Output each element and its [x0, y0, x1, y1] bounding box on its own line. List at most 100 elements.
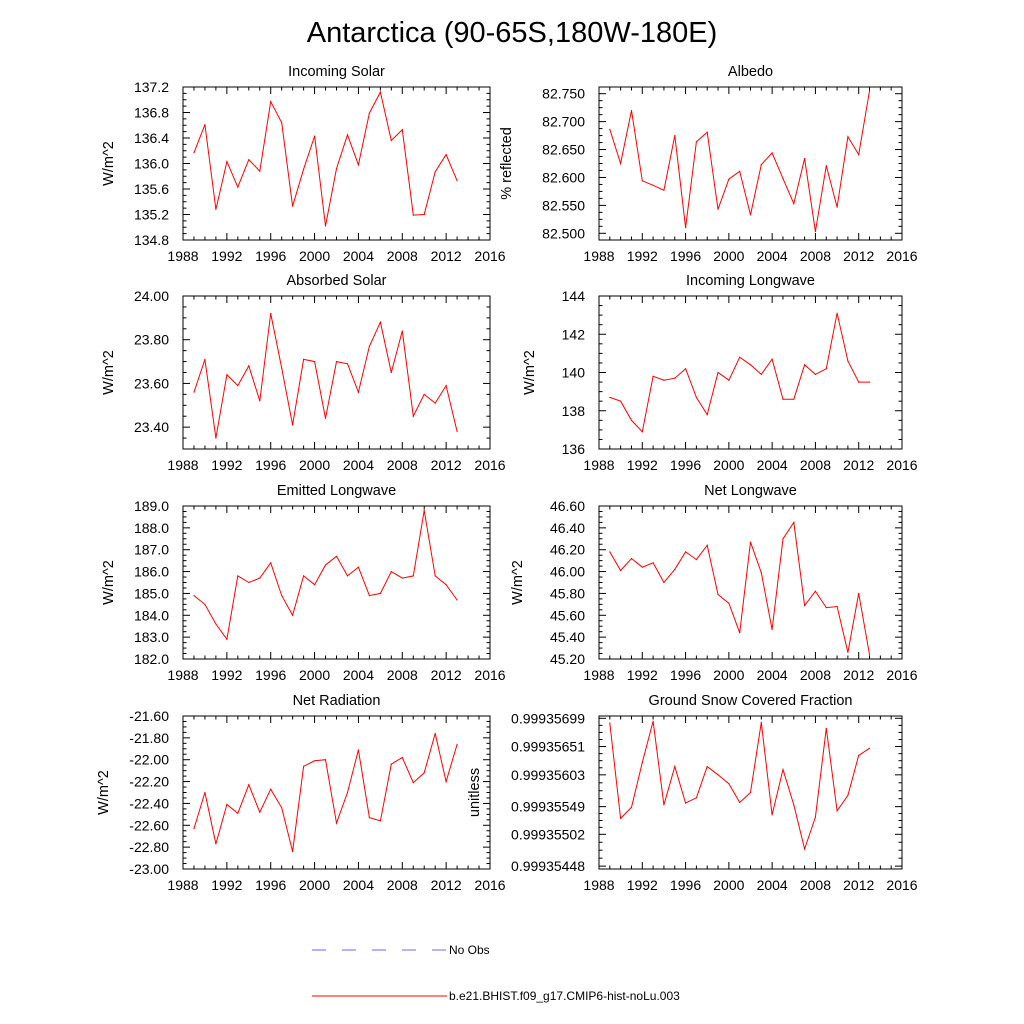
data-point [226, 374, 228, 376]
data-point [760, 721, 762, 724]
x-tick-label: 2012 [843, 248, 874, 264]
data-point [620, 162, 622, 165]
y-tick-label: 140 [562, 365, 586, 381]
data-point [346, 791, 349, 794]
data-point [303, 168, 305, 170]
x-tick-label: 1996 [670, 248, 701, 264]
panel-title: Incoming Longwave [686, 273, 815, 289]
data-point [303, 575, 305, 577]
x-tick-label: 2008 [800, 877, 831, 893]
data-point [641, 180, 643, 182]
y-axis-label: W/m^2 [101, 350, 117, 395]
x-tick-label: 1992 [211, 877, 242, 893]
x-tick-label: 1996 [255, 457, 286, 473]
data-point [237, 385, 239, 387]
data-point [423, 393, 425, 395]
data-point [858, 381, 860, 383]
data-point [335, 168, 338, 170]
panel-3: Absorbed Solar W/m^2 1988 1992 1996 2000 2004 2… [101, 273, 506, 473]
x-tick-label: 1992 [211, 667, 242, 683]
data-point [379, 91, 381, 93]
data-point [858, 754, 860, 757]
data-point [836, 206, 838, 208]
data-point [663, 379, 665, 381]
series-line [193, 90, 458, 227]
x-tick-label: 1988 [167, 248, 198, 264]
data-point [652, 375, 654, 377]
data-point [248, 159, 250, 161]
data-point [771, 358, 773, 360]
data-point [739, 801, 741, 804]
data-point [641, 761, 643, 764]
panel-title: Emitted Longwave [277, 483, 396, 499]
data-point [204, 358, 206, 360]
x-tick-label: 1996 [255, 248, 286, 264]
data-point [609, 722, 611, 724]
x-tick-label: 2004 [757, 877, 788, 893]
data-point [609, 551, 611, 553]
data-point [620, 817, 622, 820]
x-tick-label: 1992 [211, 248, 242, 264]
data-point [193, 828, 195, 830]
data-point [620, 400, 622, 402]
series-line [609, 721, 870, 851]
x-tick-label: 2004 [343, 667, 374, 683]
data-point [357, 566, 359, 568]
x-tick-label: 2016 [474, 248, 505, 264]
x-tick-label: 2008 [800, 248, 831, 264]
data-point [193, 391, 195, 393]
data-point [620, 569, 622, 572]
data-point [836, 312, 838, 314]
x-tick-label: 2016 [886, 667, 917, 683]
x-tick-label: 2012 [843, 457, 874, 473]
data-point [270, 312, 272, 315]
data-point [248, 581, 250, 584]
y-tick-label: 136.4 [134, 130, 169, 146]
panel-title: Albedo [728, 64, 773, 80]
panel-title: Ground Snow Covered Fraction [649, 693, 853, 709]
x-tick-label: 2000 [713, 457, 744, 473]
data-point [739, 356, 741, 358]
plot-frame [598, 295, 903, 450]
plot-frame [182, 295, 491, 450]
data-point [674, 568, 676, 571]
plot-frame [182, 86, 491, 241]
data-point [303, 358, 305, 360]
x-tick-label: 2000 [713, 877, 744, 893]
data-point [814, 816, 817, 818]
y-tick-label: 46.20 [550, 542, 585, 558]
data-point [836, 605, 838, 608]
data-point [663, 804, 665, 806]
y-tick-label: 0.99935549 [511, 799, 585, 815]
data-point [215, 208, 217, 210]
data-point [445, 385, 447, 387]
data-point [847, 651, 849, 654]
data-point [685, 227, 687, 229]
data-point [760, 373, 762, 375]
y-tick-label: 24.00 [134, 288, 169, 304]
panel-title: Net Longwave [704, 483, 797, 499]
x-tick-label: 1988 [167, 667, 198, 683]
series-line [193, 733, 458, 852]
data-point [685, 551, 687, 553]
y-tick-label: -21.60 [129, 708, 169, 724]
data-point [368, 345, 370, 347]
data-point [346, 363, 349, 365]
x-tick-label: 2004 [757, 248, 788, 264]
data-point [825, 368, 827, 370]
data-point [423, 772, 425, 774]
y-tick-label: -22.00 [129, 752, 169, 768]
data-point [728, 602, 730, 604]
data-point [412, 575, 414, 577]
data-point [292, 424, 294, 426]
data-point [793, 398, 795, 400]
data-point [215, 843, 217, 845]
y-tick-label: 186.0 [134, 564, 169, 580]
data-point [782, 538, 784, 540]
data-point [270, 101, 272, 103]
data-point [401, 129, 403, 131]
x-tick-label: 1988 [583, 248, 614, 264]
data-point [630, 109, 633, 112]
data-point [836, 810, 838, 812]
y-tick-label: -22.40 [129, 795, 169, 811]
